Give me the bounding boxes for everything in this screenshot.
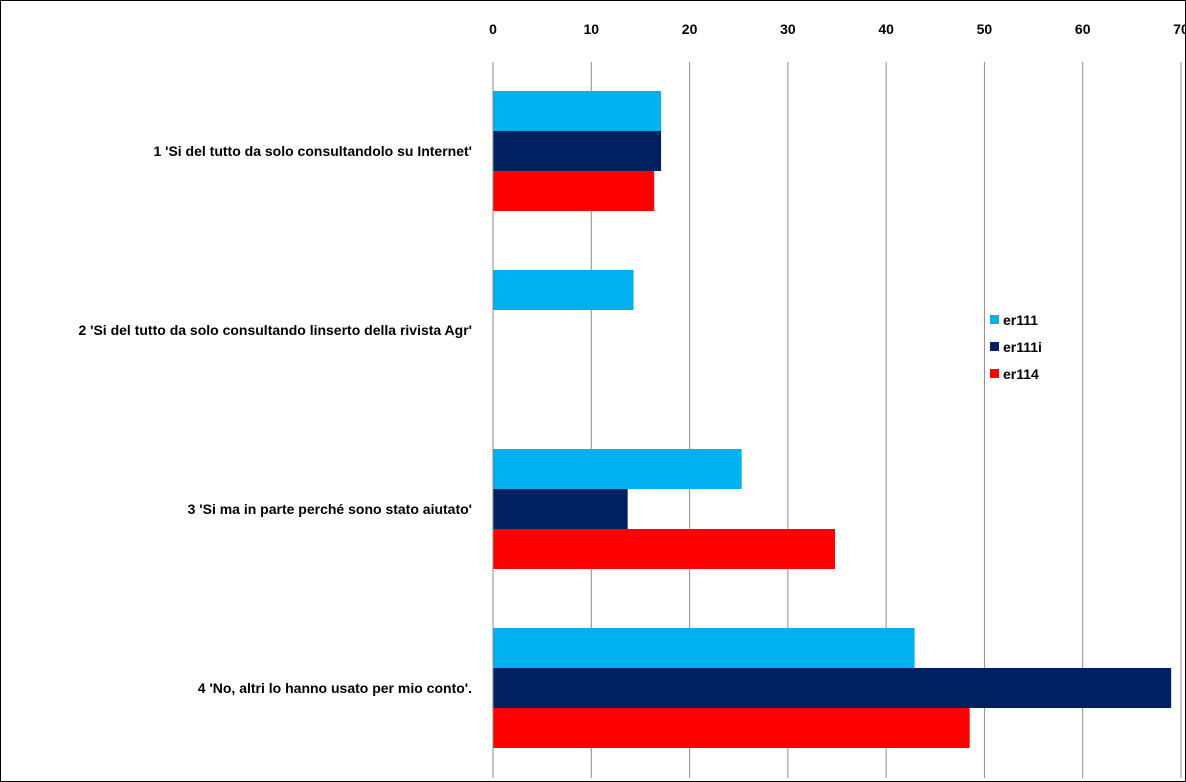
x-tick-label-20: 20: [682, 21, 698, 37]
legend-swatch-er111: [990, 315, 999, 324]
x-tick-label-0: 0: [489, 21, 497, 37]
x-tick-label-30: 30: [780, 21, 796, 37]
legend-label-er111: er111: [1003, 311, 1039, 328]
x-tick-label-60: 60: [1075, 21, 1091, 37]
bar-er111-cat-1: [493, 91, 662, 131]
category-label-3: 3 'Si ma in parte perché sono stato aiut…: [187, 501, 472, 517]
bar-er114-cat-1: [493, 171, 655, 211]
legend-item-er114: er114: [990, 360, 1042, 387]
x-tick-label-50: 50: [977, 21, 993, 37]
x-axis-ticks: 0 10 20 30 40 50 60 70: [489, 21, 1186, 37]
category-label-4: 4 'No, altri lo hanno usato per mio cont…: [197, 680, 472, 696]
category-label-2: 2 'Si del tutto da solo consultando lins…: [78, 322, 472, 338]
bars: [493, 91, 1172, 748]
legend: er111 er111i er114: [990, 306, 1042, 387]
bar-er114-cat-4: [493, 708, 970, 748]
category-label-1: 1 'Si del tutto da solo consultandolo su…: [153, 143, 472, 159]
legend-item-er111i: er111i: [990, 333, 1042, 360]
bar-er114-cat-3: [493, 529, 836, 569]
bar-er111-cat-3: [493, 449, 742, 489]
bar-er111i-cat-1: [493, 131, 662, 171]
bar-er111-cat-4: [493, 628, 915, 668]
bar-er111i-cat-3: [493, 489, 628, 529]
x-tick-label-10: 10: [583, 21, 599, 37]
legend-label-er114: er114: [1003, 365, 1039, 382]
bar-er111-cat-2: [493, 270, 634, 310]
legend-item-er111: er111: [990, 306, 1042, 333]
legend-swatch-er114: [990, 369, 999, 378]
x-tick-label-70: 70: [1173, 21, 1186, 37]
x-tick-label-40: 40: [878, 21, 894, 37]
bar-er111i-cat-4: [493, 668, 1172, 708]
legend-swatch-er111i: [990, 342, 999, 351]
legend-label-er111i: er111i: [1003, 338, 1042, 355]
